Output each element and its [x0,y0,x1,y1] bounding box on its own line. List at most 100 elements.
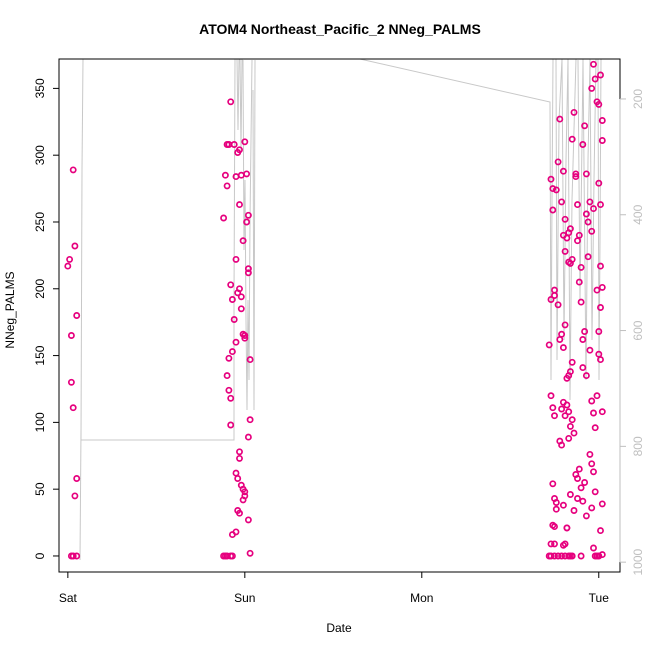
data-point [67,332,75,339]
data-point [584,253,592,261]
data-point [556,336,564,343]
data-point [227,394,235,402]
data-point [554,158,562,166]
data-point [551,412,558,420]
data-point [590,205,597,213]
chart-title: ATOM4 Northeast_Pacific_2 NNeg_PALMS [199,21,481,37]
data-point [597,71,604,79]
data-point [236,448,243,456]
data-point [591,488,599,496]
data-point [71,492,79,500]
data-point [237,293,245,301]
data-point [563,234,571,242]
data-point [237,171,245,179]
data-point [591,75,599,83]
data-point [227,98,235,106]
y-tick-label: 100 [33,412,47,432]
data-point [593,392,601,400]
x-axis: Sat Sun Mon Tue [59,571,609,605]
data-point [239,496,247,504]
data-point [241,334,249,342]
data-point [577,552,585,560]
data-point [220,214,228,222]
data-point [574,201,581,209]
data-point [246,356,254,364]
data-point [228,552,236,560]
data-point [588,504,596,512]
data-point [575,231,583,239]
data-point [597,527,604,535]
data-point [545,341,553,349]
data-point [552,186,560,194]
data-point [597,304,604,311]
data-point [241,332,249,339]
data-point [591,424,599,432]
x-axis-label: Date [326,621,352,635]
data-point [232,338,240,346]
data-point [234,475,242,482]
data-point [565,408,573,416]
data-point [73,312,81,319]
data-point [561,321,569,329]
data-point [232,173,240,181]
data-point [590,544,597,552]
y-tick-label: 0 [33,552,47,559]
data-point [554,301,562,309]
data-point [598,408,606,416]
data-point [575,278,583,286]
data-point [568,358,576,366]
data-point [584,218,592,226]
data-point [73,552,81,560]
data-point [561,215,569,223]
data-point [559,167,567,175]
x-tick-label: Sun [234,591,255,605]
data-point [558,552,566,560]
data-point [69,166,77,174]
data-point [551,292,558,299]
data-point [568,255,576,263]
data-point [588,460,596,468]
data-point [598,137,606,144]
data-point [547,296,555,303]
data-point [556,115,564,123]
data-point [227,421,235,429]
data-point [572,471,580,478]
data-point [230,316,238,323]
data-point [581,122,589,130]
y-tick-label: 150 [33,345,47,365]
data-point [595,179,603,187]
data-point [236,201,243,209]
data-point [549,480,557,488]
data-point [582,170,590,178]
data-point [236,146,243,154]
data-point [239,237,247,245]
data-point [570,429,578,437]
data-point [225,386,233,394]
data-point [225,354,233,362]
data-point [582,512,590,520]
data-point [558,330,566,338]
data-point [574,495,581,502]
data-point [244,516,252,524]
data-point [586,346,594,354]
x-tick-label: Mon [410,591,433,605]
data-point [547,552,555,560]
data-point [554,552,562,560]
data-point [579,364,587,372]
data-point [565,434,573,442]
data-point [595,328,603,335]
data-point [223,372,231,380]
data-point [559,344,567,352]
data-point [230,141,238,148]
data-point [549,404,557,412]
data-point [588,227,596,235]
data-point [577,298,585,306]
data-point [563,401,571,409]
data-point [236,285,243,293]
data-point [590,60,597,68]
data-point [561,412,569,420]
data-point [598,551,606,559]
data-point [241,488,249,496]
data-point [237,305,245,313]
